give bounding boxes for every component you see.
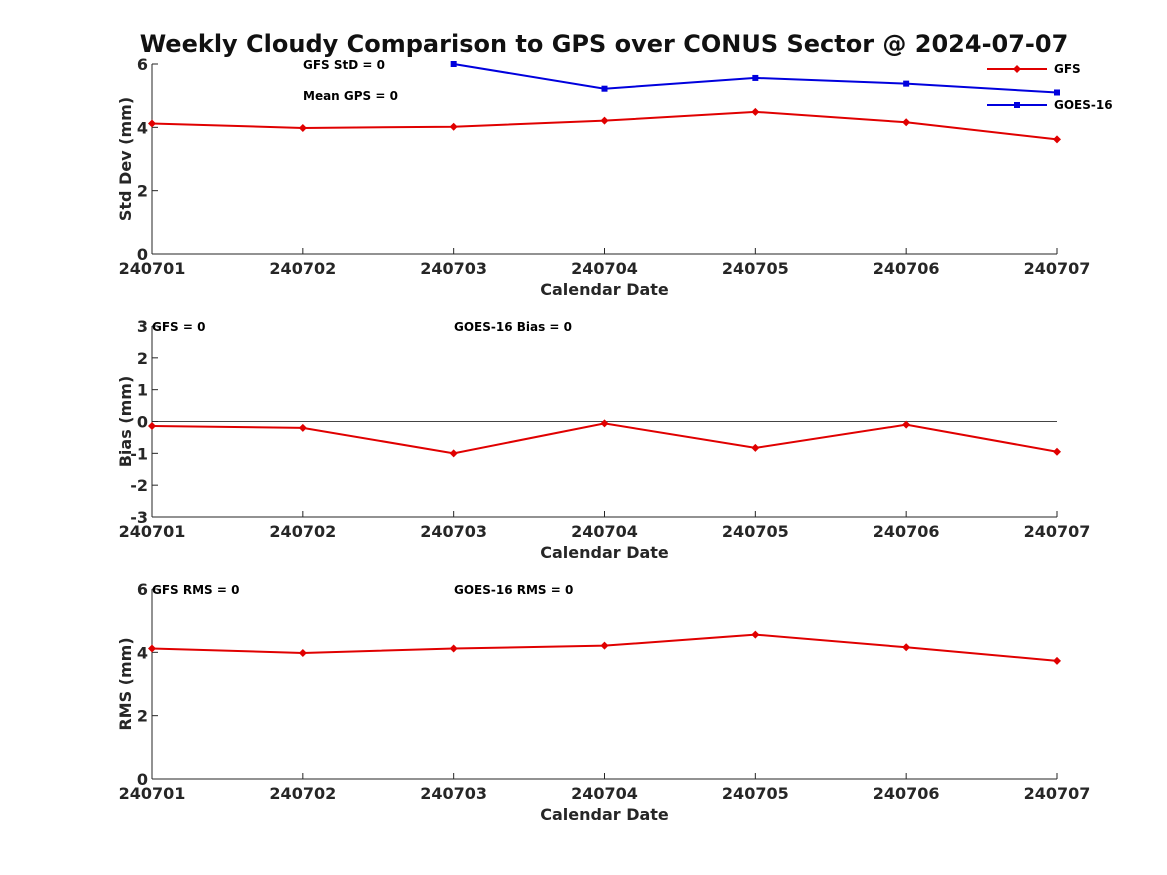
std-panel: 0 2 4 6 240701 240702 240703 240704 240705 240706… [116, 55, 1113, 299]
std-y-axis-label: Std Dev (mm) [116, 97, 135, 221]
rms-gfs-point [298, 648, 307, 657]
std-y-tick-label: 0 [137, 245, 148, 264]
std-gfs-point [449, 122, 458, 131]
bias-gfs-point [298, 423, 307, 432]
rms-y-tick-label: 0 [137, 770, 148, 789]
rms-panel: 0 2 4 6 240701 240702 240703 240704 240705 240706… [116, 580, 1090, 824]
rms-gfs-point [902, 643, 911, 652]
bias-x-tick-label: 240705 [722, 522, 789, 541]
std-series-gfs [148, 107, 1061, 144]
rms-x-tick-label: 240707 [1024, 784, 1091, 803]
std-goes-16-point [601, 85, 608, 92]
bias-x-tick-label: 240701 [119, 522, 186, 541]
bias-series-gfs [148, 419, 1061, 458]
std-gfs-point [600, 116, 609, 125]
bias-gfs-point [600, 419, 609, 428]
std-gfs-point [902, 118, 911, 127]
bias-y-tick-label: 2 [137, 349, 148, 368]
std-series-goes-16 [450, 61, 1060, 96]
panels: 0 2 4 6 240701 240702 240703 240704 240705 240706… [116, 55, 1113, 824]
bias-y-tick-label: -2 [130, 476, 148, 495]
rms-gfs-point [449, 644, 458, 653]
std-legend: GFS GOES-16 [987, 62, 1113, 112]
std-goes-16-point [752, 74, 759, 81]
bias-x-axis-label: Calendar Date [540, 543, 669, 562]
bias-y-tick-label: -3 [130, 508, 148, 527]
rms-x-tick-label: 240704 [571, 784, 638, 803]
std-y-tick-label: 4 [137, 118, 148, 137]
bias-annotation: GOES-16 Bias = 0 [454, 320, 572, 334]
legend-label-gfs: GFS [1054, 62, 1081, 76]
std-y-tick-label: 6 [137, 55, 148, 74]
bias-y-tick-label: -1 [130, 444, 148, 463]
rms-gfs-point [148, 644, 156, 653]
rms-x-tick-label: 240701 [119, 784, 186, 803]
std-gfs-point [298, 123, 307, 132]
bias-y-axis-label: Bias (mm) [116, 376, 135, 468]
std-gfs-point [751, 107, 760, 116]
rms-x-tick-label: 240705 [722, 784, 789, 803]
legend-label-goes-16: GOES-16 [1054, 98, 1113, 112]
bias-gfs-point [1053, 447, 1061, 456]
std-x-tick-label: 240706 [873, 259, 940, 278]
rms-x-tick-label: 240706 [873, 784, 940, 803]
bias-gfs-point [148, 421, 156, 430]
std-gfs-point [148, 119, 156, 128]
rms-x-tick-label: 240702 [269, 784, 336, 803]
std-annotation: GFS StD = 0 [303, 58, 385, 72]
bias-x-tick-label: 240704 [571, 522, 638, 541]
std-x-tick-label: 240703 [420, 259, 487, 278]
bias-y-tick-label: 3 [137, 317, 148, 336]
rms-y-tick-label: 4 [137, 643, 148, 662]
bias-x-tick-label: 240706 [873, 522, 940, 541]
bias-annotation: GFS = 0 [152, 320, 205, 334]
rms-y-tick-label: 2 [137, 707, 148, 726]
bias-x-tick-label: 240707 [1024, 522, 1091, 541]
bias-y-tick-label: 0 [137, 413, 148, 432]
rms-series-gfs [148, 630, 1061, 665]
bias-x-tick-label: 240703 [420, 522, 487, 541]
rms-x-axis-label: Calendar Date [540, 805, 669, 824]
rms-gfs-point [1053, 656, 1061, 665]
rms-y-axis-label: RMS (mm) [116, 637, 135, 730]
std-goes-16-point [903, 80, 910, 87]
bias-gfs-point [751, 443, 760, 452]
bias-y-tick-label: 1 [137, 381, 148, 400]
std-x-tick-label: 240704 [571, 259, 638, 278]
std-x-tick-label: 240707 [1024, 259, 1091, 278]
legend-marker-goes-16 [1014, 102, 1020, 108]
std-goes-16-point [450, 61, 457, 67]
std-gfs-point [1053, 135, 1061, 144]
bias-panel: -3 -2 -1 0 1 2 3 240701 240702 240703 240704 240705… [116, 317, 1090, 562]
std-x-tick-label: 240701 [119, 259, 186, 278]
bias-gfs-point [902, 420, 911, 429]
rms-annotation: GFS RMS = 0 [152, 583, 239, 597]
rms-gfs-point [751, 630, 760, 639]
std-x-tick-label: 240702 [269, 259, 336, 278]
rms-y-tick-label: 6 [137, 580, 148, 599]
rms-gfs-point [600, 641, 609, 650]
bias-x-tick-label: 240702 [269, 522, 336, 541]
figure-title: Weekly Cloudy Comparison to GPS over CON… [140, 30, 1069, 58]
legend-marker-gfs [1013, 65, 1021, 73]
std-y-tick-label: 2 [137, 182, 148, 201]
std-x-tick-label: 240705 [722, 259, 789, 278]
std-goes-16-point [1054, 89, 1060, 96]
rms-annotation: GOES-16 RMS = 0 [454, 583, 573, 597]
rms-x-tick-label: 240703 [420, 784, 487, 803]
std-annotation: Mean GPS = 0 [303, 89, 398, 103]
std-x-axis-label: Calendar Date [540, 280, 669, 299]
bias-gfs-point [449, 449, 458, 458]
